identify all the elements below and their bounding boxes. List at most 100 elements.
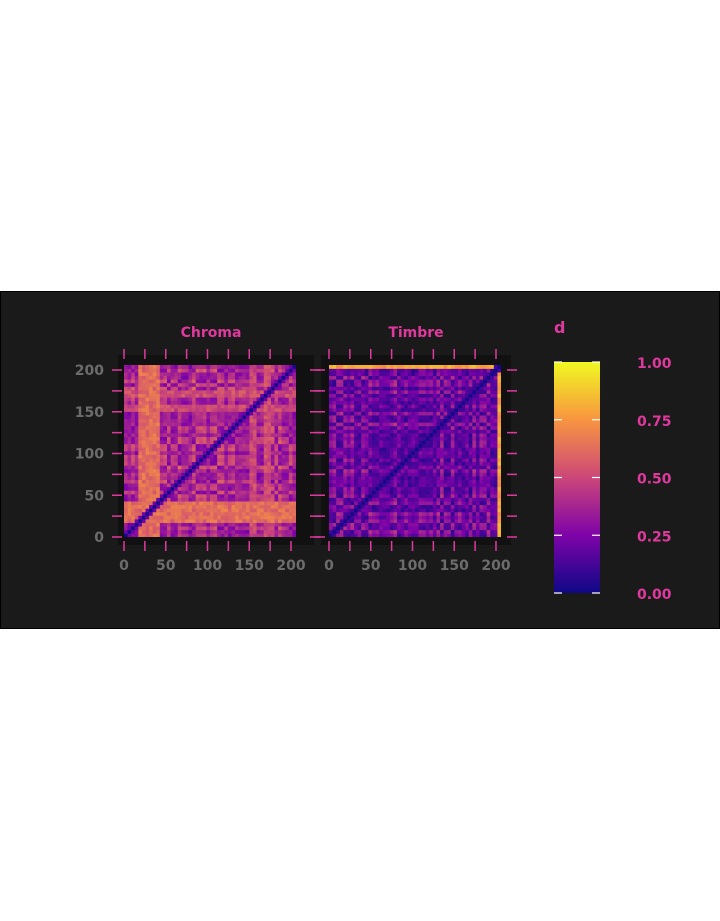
- heatmap-cell: [288, 519, 293, 523]
- heatmap-cell: [458, 533, 462, 537]
- heatmap-cell: [281, 390, 286, 394]
- heatmap-cell: [249, 408, 254, 412]
- heatmap-cell: [364, 454, 369, 459]
- heatmap-cell: [184, 511, 189, 516]
- heatmap-cell: [357, 533, 362, 537]
- heatmap-cell: [425, 433, 430, 437]
- heatmap-cell: [152, 472, 157, 477]
- heatmap-cell: [256, 497, 261, 502]
- heatmap-cell: [368, 415, 373, 420]
- heatmap-cell: [393, 425, 398, 430]
- heatmap-cell: [379, 486, 384, 491]
- heatmap-cell: [145, 515, 150, 520]
- heatmap-cell: [354, 379, 358, 384]
- heatmap-cell: [213, 508, 218, 513]
- heatmap-cell: [124, 372, 128, 377]
- heatmap-cell: [217, 486, 222, 491]
- heatmap-cell: [432, 447, 437, 452]
- heatmap-cell: [267, 504, 272, 509]
- heatmap-cell: [497, 408, 501, 412]
- heatmap-cell: [213, 468, 218, 473]
- heatmap-cell: [288, 508, 293, 513]
- heatmap-cell: [375, 483, 380, 488]
- heatmap-cell: [379, 476, 384, 480]
- heatmap-cell: [138, 529, 143, 534]
- heatmap-cell: [425, 390, 430, 394]
- heatmap-cell: [138, 504, 143, 509]
- heatmap-cell: [217, 418, 222, 423]
- heatmap-cell: [486, 429, 491, 434]
- heatmap-cell: [199, 508, 204, 513]
- heatmap-cell: [141, 468, 146, 473]
- heatmap-cell: [217, 422, 222, 427]
- heatmap-cell: [253, 386, 257, 391]
- heatmap-cell: [281, 393, 286, 398]
- heatmap-cell: [285, 404, 290, 409]
- heatmap-cell: [336, 519, 341, 523]
- heatmap-cell: [285, 422, 290, 427]
- heatmap-cell: [436, 422, 441, 427]
- heatmap-cell: [253, 372, 257, 377]
- heatmap-cell: [465, 472, 470, 477]
- heatmap-cell: [242, 436, 247, 441]
- heatmap-cell: [422, 454, 427, 459]
- heatmap-cell: [404, 468, 409, 473]
- heatmap-cell: [274, 418, 279, 423]
- heatmap-cell: [357, 379, 362, 384]
- heatmap-cell: [443, 425, 448, 430]
- heatmap-cell: [332, 422, 337, 427]
- heatmap-cell: [415, 454, 419, 459]
- heatmap-cell: [346, 479, 351, 484]
- heatmap-cell: [407, 465, 412, 470]
- x-tick-label: 0: [324, 558, 334, 574]
- heatmap-cell: [350, 436, 355, 441]
- heatmap-cell: [361, 386, 366, 391]
- heatmap-cell: [281, 472, 286, 477]
- heatmap-cell: [159, 397, 164, 402]
- heatmap-cell: [167, 458, 171, 463]
- heatmap-cell: [447, 508, 452, 513]
- heatmap-cell: [163, 365, 168, 369]
- heatmap-cell: [386, 497, 391, 502]
- heatmap-cell: [361, 390, 366, 394]
- heatmap-cell: [336, 382, 341, 387]
- heatmap-cell: [163, 508, 168, 513]
- heatmap-cell: [447, 422, 452, 427]
- heatmap-cell: [468, 404, 473, 409]
- heatmap-cell: [354, 461, 358, 466]
- heatmap-cell: [202, 522, 207, 527]
- heatmap-cell: [429, 390, 434, 394]
- heatmap-cell: [156, 386, 161, 391]
- heatmap-cell: [206, 397, 211, 402]
- heatmap-timbre: [329, 365, 501, 537]
- heatmap-cell: [184, 533, 189, 537]
- heatmap-cell: [425, 382, 430, 387]
- heatmap-cell: [475, 465, 480, 470]
- heatmap-cell: [400, 393, 405, 398]
- heatmap-cell: [450, 418, 455, 423]
- heatmap-cell: [436, 458, 441, 463]
- heatmap-cell: [404, 390, 409, 394]
- heatmap-cell: [411, 504, 416, 509]
- heatmap-cell: [145, 411, 150, 416]
- heatmap-cell: [475, 458, 480, 463]
- heatmap-cell: [415, 447, 419, 452]
- heatmap-cell: [285, 411, 290, 416]
- heatmap-cell: [432, 400, 437, 405]
- heatmap-cell: [411, 411, 416, 416]
- heatmap-cell: [159, 526, 164, 531]
- heatmap-cell: [458, 411, 462, 416]
- heatmap-cell: [468, 479, 473, 484]
- heatmap-cell: [267, 501, 272, 506]
- heatmap-cell: [192, 390, 196, 394]
- heatmap-cell: [231, 411, 236, 416]
- heatmap-cell: [256, 533, 261, 537]
- heatmap-cell: [361, 522, 366, 527]
- heatmap-cell: [429, 368, 434, 373]
- heatmap-cell: [461, 479, 466, 484]
- heatmap-cell: [210, 486, 214, 491]
- heatmap-cell: [357, 451, 362, 455]
- heatmap-cell: [195, 497, 200, 502]
- heatmap-cell: [227, 411, 232, 416]
- heatmap-cell: [210, 451, 214, 455]
